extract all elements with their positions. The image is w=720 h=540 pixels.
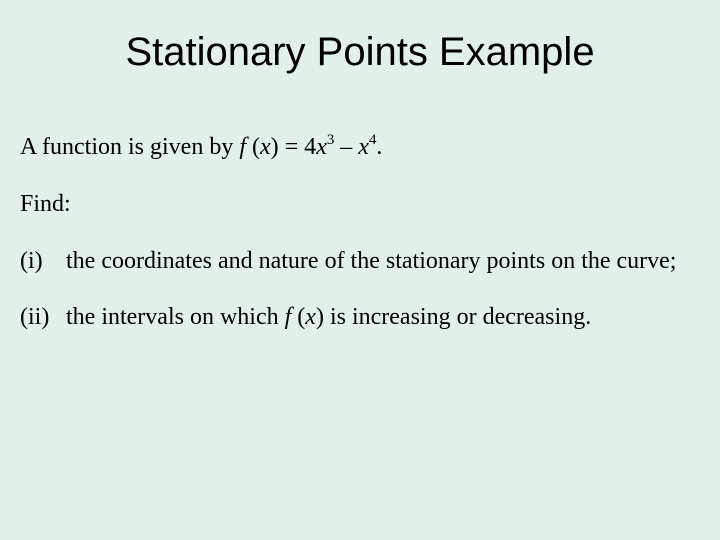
paren-open: ( [246,134,260,160]
function-f: f [239,134,246,160]
item-label: (ii) [20,303,66,332]
variable-x: x [316,134,327,160]
intro-paragraph: A function is given by f (x) = 4x3 – x4. [20,133,700,162]
paren-open: ( [291,304,305,330]
paren-close: ) [316,304,324,330]
intro-prefix: A function is given by [20,134,239,160]
variable-x: x [358,134,369,160]
variable-x: x [260,134,271,160]
variable-x: x [305,304,316,330]
item-text: the coordinates and nature of the statio… [66,247,700,276]
minus: – [334,134,358,160]
find-label: Find: [20,190,700,219]
function-f: f [285,304,292,330]
exponent: 4 [369,132,376,148]
slide-body: A function is given by f (x) = 4x3 – x4.… [20,133,700,332]
list-item: (i) the coordinates and nature of the st… [20,247,700,276]
exponent: 3 [327,132,334,148]
item-text: the intervals on which f (x) is increasi… [66,303,700,332]
item-text-suffix: is increasing or decreasing. [324,304,591,330]
list-item: (ii) the intervals on which f (x) is inc… [20,303,700,332]
item-label: (i) [20,247,66,276]
paren-close-eq: ) = 4 [271,134,317,160]
item-text-prefix: the intervals on which [66,304,285,330]
period: . [376,134,382,160]
slide-title: Stationary Points Example [40,30,680,75]
slide: Stationary Points Example A function is … [0,30,720,540]
